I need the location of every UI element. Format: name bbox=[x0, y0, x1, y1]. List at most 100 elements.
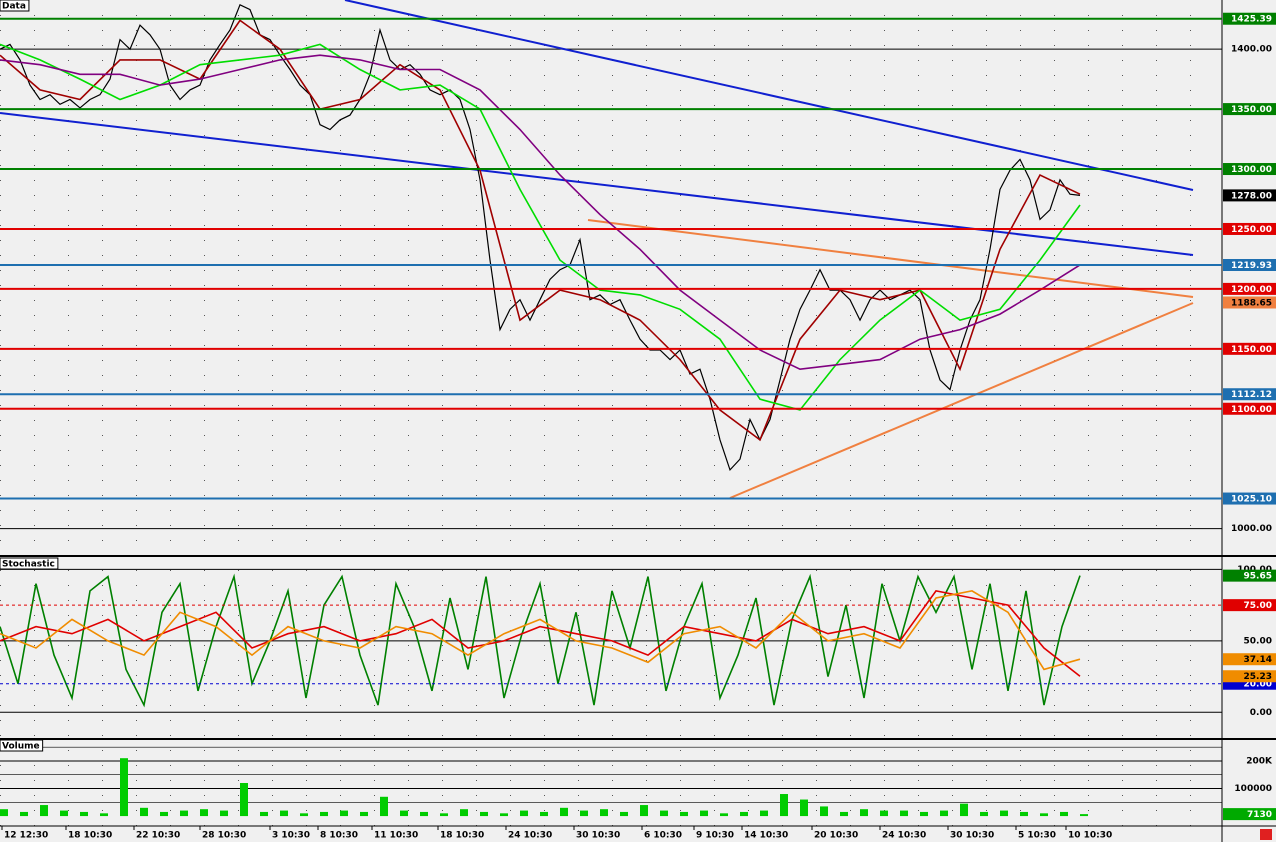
x-tick-label: 3 10:30 bbox=[272, 831, 310, 841]
trendlines bbox=[0, 0, 1194, 499]
volume-bar bbox=[480, 811, 488, 817]
volume-bar bbox=[900, 810, 908, 817]
volume-bar bbox=[280, 810, 288, 817]
series-line bbox=[0, 590, 1081, 677]
volume-bar bbox=[980, 811, 988, 817]
volume-bar bbox=[160, 811, 168, 817]
level-label: 75.00 bbox=[1244, 601, 1272, 611]
level-label: 7130 bbox=[1247, 810, 1272, 820]
level-label: 1100.00 bbox=[1231, 405, 1272, 415]
x-tick-label: 24 10:30 bbox=[508, 831, 552, 841]
volume-bar bbox=[400, 810, 408, 817]
volume-bar bbox=[820, 806, 828, 817]
level-label: 1112.12 bbox=[1231, 390, 1272, 400]
volume-bar bbox=[560, 807, 568, 817]
series-line bbox=[0, 19, 1081, 442]
level-label-box bbox=[1223, 163, 1276, 176]
trendline bbox=[729, 302, 1194, 499]
x-tick-label: 6 10:30 bbox=[644, 831, 682, 841]
x-tick-label: 8 10:30 bbox=[320, 831, 358, 841]
level-label: 95.65 bbox=[1244, 572, 1272, 582]
x-tick-label: 12 12:30 bbox=[4, 831, 48, 841]
volume-bar bbox=[760, 810, 768, 817]
x-tick-label: 10 10:30 bbox=[1068, 831, 1112, 841]
level-label-box bbox=[1223, 282, 1276, 295]
volume-bar bbox=[360, 811, 368, 817]
level-label: 1200.00 bbox=[1231, 285, 1272, 295]
level-label-box bbox=[1223, 342, 1276, 355]
level-label-box bbox=[1223, 189, 1276, 202]
volume-bar bbox=[500, 813, 508, 817]
series-line bbox=[0, 590, 1081, 671]
level-label-box bbox=[1223, 653, 1276, 666]
volume-bar bbox=[540, 811, 548, 817]
volume-bar bbox=[920, 811, 928, 817]
volume-bar bbox=[420, 811, 428, 817]
dotted-grid bbox=[0, 12, 1222, 555]
x-tick-label: 30 10:30 bbox=[950, 831, 994, 841]
panel-title-group: Data bbox=[0, 0, 30, 12]
volume-bar bbox=[960, 803, 968, 817]
scroll-button[interactable] bbox=[1260, 829, 1272, 840]
volume-bar bbox=[1020, 811, 1028, 817]
level-label-box bbox=[1223, 402, 1276, 415]
volume-bar bbox=[260, 811, 268, 817]
volume-bar bbox=[0, 809, 8, 817]
panel-title-group: Stochastic bbox=[0, 557, 59, 570]
level-label-box bbox=[1223, 12, 1276, 25]
level-label: 1025.10 bbox=[1231, 495, 1272, 505]
volume-bar bbox=[520, 810, 528, 817]
y-tick-label: 1000.00 bbox=[1231, 524, 1272, 534]
x-tick-label: 24 10:30 bbox=[882, 831, 926, 841]
level-label: 25.23 bbox=[1244, 672, 1272, 682]
volume-bar bbox=[40, 805, 48, 817]
volume-bar bbox=[200, 809, 208, 817]
level-label: 1425.39 bbox=[1231, 15, 1272, 25]
trendline bbox=[0, 112, 1194, 256]
level-label-box bbox=[1223, 222, 1276, 235]
volume-bar bbox=[320, 811, 328, 817]
volume-bar bbox=[120, 758, 128, 817]
level-label: 1219.93 bbox=[1231, 261, 1272, 271]
level-label-box bbox=[1223, 670, 1276, 683]
x-tick-label: 18 10:30 bbox=[68, 831, 112, 841]
x-tick-label: 9 10:30 bbox=[696, 831, 734, 841]
level-label: 1188.65 bbox=[1231, 298, 1272, 308]
volume-bar bbox=[800, 799, 808, 817]
volume-bar bbox=[300, 813, 308, 817]
panel-title-box bbox=[0, 739, 44, 752]
x-tick-label: 14 10:30 bbox=[744, 831, 788, 841]
volume-bar bbox=[380, 796, 388, 817]
volume-bar bbox=[680, 811, 688, 817]
level-label-box bbox=[1223, 259, 1276, 272]
level-label-box bbox=[1223, 569, 1276, 582]
volume-bar bbox=[1000, 810, 1008, 817]
y-tick-label: 100000 bbox=[1234, 784, 1272, 794]
volume-bar bbox=[940, 810, 948, 817]
trendline bbox=[587, 219, 1194, 298]
level-label: 20.00 bbox=[1244, 680, 1272, 690]
volume-bar bbox=[140, 807, 148, 817]
volume-bar bbox=[660, 810, 668, 817]
volume-bar bbox=[460, 809, 468, 817]
volume-bar bbox=[700, 810, 708, 817]
volume-bar bbox=[1060, 811, 1068, 817]
y-tick-label: 50.00 bbox=[1244, 636, 1272, 646]
level-label: 1150.00 bbox=[1231, 345, 1272, 355]
volume-bar bbox=[600, 809, 608, 817]
volume-bar bbox=[1040, 813, 1048, 817]
volume-bar bbox=[880, 810, 888, 817]
level-label: 1300.00 bbox=[1231, 165, 1272, 175]
level-label: 37.14 bbox=[1244, 655, 1272, 665]
volume-bar bbox=[220, 810, 228, 817]
x-tick-label: 20 10:30 bbox=[814, 831, 858, 841]
volume-bar bbox=[620, 811, 628, 817]
series-line bbox=[0, 43, 1081, 411]
y-tick-label: 0.00 bbox=[1250, 708, 1272, 718]
volume-bar bbox=[1080, 814, 1088, 817]
panel-title: Stochastic bbox=[2, 560, 55, 570]
x-tick-label: 11 10:30 bbox=[374, 831, 418, 841]
volume-bar bbox=[640, 805, 648, 817]
x-tick-label: 5 10:30 bbox=[1018, 831, 1056, 841]
